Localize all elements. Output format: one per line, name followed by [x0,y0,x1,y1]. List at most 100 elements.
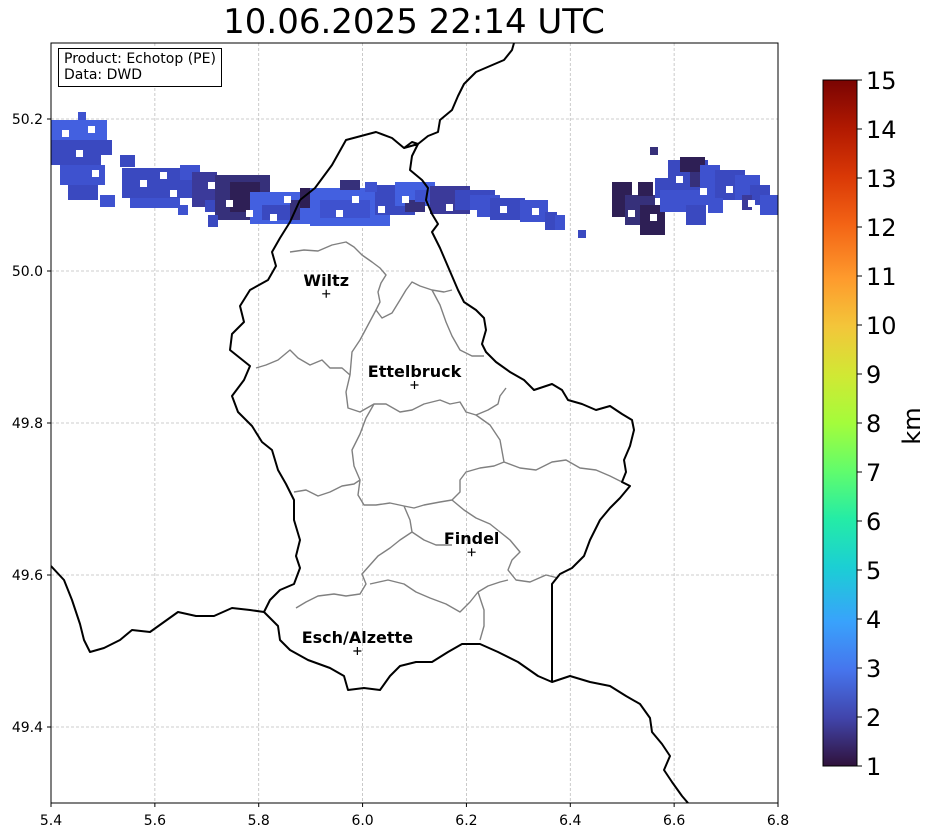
colorbar-label: km [898,407,926,444]
echo-cell [178,205,188,215]
colorbar-tick-label: 14 [866,116,897,144]
x-tick-label: 6.8 [767,813,789,829]
echotop-echoes [51,112,778,238]
colorbar-tick-label: 15 [866,67,897,95]
echo-gap [378,206,385,213]
echo-gap [140,180,147,187]
colorbar-tick-label: 2 [866,704,881,732]
colorbar-tick-label: 11 [866,263,897,291]
echo-cell [205,200,215,212]
echo-cell [578,230,586,238]
y-tick-label: 49.6 [12,568,43,584]
data-source-label: Data: DWD [64,67,142,83]
echo-cell [708,198,723,213]
luxembourg-border [229,131,635,691]
echo-cell [742,195,752,210]
echo-cell [340,180,360,190]
echo-cell [405,200,425,212]
colorbar [822,79,858,767]
echo-gap [748,200,755,207]
echo-gap [284,196,291,203]
city-marker [322,289,331,298]
echo-cell [51,120,107,140]
echo-gap [470,210,477,217]
echo-cell [545,212,557,230]
canton-boundaries [255,241,623,641]
y-axis: 49.4 49.6 49.8 50.0 50.2 [12,112,51,736]
echo-cell [130,198,180,208]
country-borders [51,43,689,803]
colorbar-tick-label: 8 [866,410,881,438]
echo-cell [320,200,370,218]
echo-gap [246,210,253,217]
city-markers: Wiltz Ettelbruck Findel Esch/Alzette [302,271,500,655]
echo-gap [676,176,683,183]
echo-cell [208,215,218,227]
y-tick-label: 50.2 [12,112,43,128]
echo-cell [100,195,115,207]
echo-gap [446,204,453,211]
echo-gap [270,214,277,221]
echo-cell [490,198,525,220]
echo-gap [650,214,657,221]
echo-cell [262,205,292,220]
echo-cell [415,190,433,202]
echo-gap [336,210,343,217]
colorbar-tick-label: 6 [866,508,881,536]
echo-gap [500,206,507,213]
echo-cell [78,112,86,120]
echo-gap [700,188,707,195]
echo-gap [226,200,233,207]
colorbar-tick-label: 13 [866,165,897,193]
echo-gap [88,126,95,133]
echo-gap [628,210,635,217]
city-marker [353,647,362,655]
product-label: Product: Echotop (PE) [64,51,216,67]
echo-gap [62,130,69,137]
colorbar-tick-label: 3 [866,655,881,683]
echo-cell [100,140,112,155]
x-axis: 5.4 5.6 5.8 6.0 6.2 6.4 6.6 6.8 [40,803,789,829]
x-tick-label: 6.4 [559,813,581,829]
colorbar-tick-label: 5 [866,557,881,585]
x-tick-label: 6.6 [663,813,685,829]
x-tick-label: 5.6 [144,813,166,829]
echo-cell [680,157,705,172]
echo-cell [650,147,658,155]
echo-gap [532,208,539,215]
echo-cell [120,155,135,167]
colorbar-tick-label: 12 [866,214,897,242]
echo-gap [92,170,99,177]
y-tick-label: 49.4 [12,720,43,736]
echo-cell [68,185,98,200]
city-label: Esch/Alzette [302,628,414,647]
echo-gap [170,190,177,197]
echo-gap [76,150,83,157]
city-marker [467,548,476,557]
x-tick-label: 5.4 [40,813,62,829]
city-marker [410,381,419,389]
echo-gap [160,172,167,179]
echo-gap [402,196,409,203]
echo-cell [686,205,706,225]
x-tick-label: 6.2 [455,813,477,829]
city-label: Wiltz [303,271,349,290]
y-tick-label: 50.0 [12,264,43,280]
colorbar-tick-label: 1 [866,753,881,781]
echo-gap [208,182,215,189]
city-label: Findel [444,529,500,548]
colorbar-tick-label: 9 [866,361,881,389]
map-title: 10.06.2025 22:14 UTC [223,2,605,42]
city-label: Ettelbruck [368,362,462,381]
x-tick-label: 6.0 [351,813,373,829]
echo-cell [555,215,565,230]
colorbar-tick-label: 4 [866,606,881,634]
echo-cell [365,182,377,192]
colorbar-tick-label: 7 [866,459,881,487]
y-tick-label: 49.8 [12,416,43,432]
echo-gap [726,186,733,193]
echo-cell [760,195,778,215]
echo-cell [638,182,653,196]
